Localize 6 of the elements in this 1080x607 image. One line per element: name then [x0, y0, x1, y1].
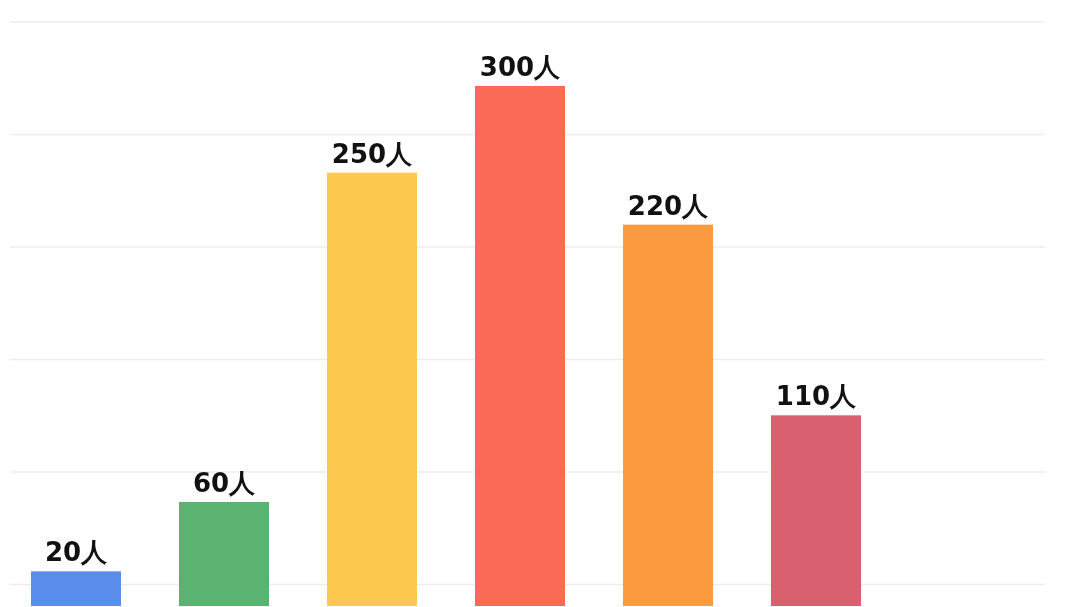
data-label: 110人: [775, 381, 858, 412]
data-label: 300人: [479, 52, 562, 82]
data-label: 220人: [627, 190, 710, 221]
data-label: 60人: [192, 468, 257, 498]
data-label: 20人: [44, 537, 109, 568]
data-label: 250人: [331, 138, 414, 169]
